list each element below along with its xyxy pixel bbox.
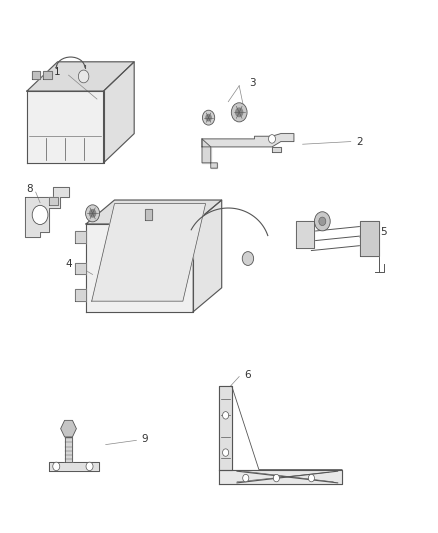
Polygon shape: [145, 209, 152, 220]
Circle shape: [273, 474, 279, 482]
Text: 9: 9: [141, 434, 148, 445]
Circle shape: [32, 205, 48, 224]
Polygon shape: [86, 200, 221, 224]
Text: 3: 3: [122, 211, 128, 221]
Text: 4: 4: [65, 259, 72, 269]
Polygon shape: [359, 221, 378, 256]
Circle shape: [307, 474, 314, 482]
Text: 6: 6: [244, 370, 251, 381]
Polygon shape: [25, 187, 68, 237]
Circle shape: [242, 252, 253, 265]
Polygon shape: [75, 289, 86, 301]
Circle shape: [86, 462, 93, 471]
Circle shape: [53, 462, 60, 471]
Polygon shape: [219, 470, 341, 484]
Polygon shape: [49, 462, 99, 471]
Circle shape: [222, 449, 228, 456]
Polygon shape: [49, 197, 57, 205]
Polygon shape: [27, 62, 134, 91]
Polygon shape: [86, 224, 193, 312]
Polygon shape: [43, 71, 52, 79]
Polygon shape: [75, 263, 86, 274]
Polygon shape: [219, 386, 231, 470]
Polygon shape: [103, 62, 134, 163]
Polygon shape: [32, 71, 40, 79]
Circle shape: [85, 205, 99, 222]
Text: 1: 1: [54, 68, 61, 77]
Circle shape: [242, 474, 248, 482]
Circle shape: [268, 135, 275, 143]
Circle shape: [318, 217, 325, 225]
Polygon shape: [64, 437, 72, 462]
Circle shape: [78, 70, 88, 83]
Text: 2: 2: [355, 136, 362, 147]
Polygon shape: [272, 147, 280, 152]
Polygon shape: [75, 231, 86, 243]
Circle shape: [222, 411, 228, 419]
Polygon shape: [92, 204, 205, 301]
Circle shape: [202, 110, 214, 125]
Circle shape: [235, 108, 242, 117]
Polygon shape: [201, 139, 217, 168]
Polygon shape: [193, 200, 221, 312]
Circle shape: [205, 115, 211, 121]
Circle shape: [231, 103, 247, 122]
Circle shape: [89, 209, 95, 217]
Text: 5: 5: [379, 227, 386, 237]
Polygon shape: [295, 221, 313, 248]
Circle shape: [314, 212, 329, 231]
Polygon shape: [27, 91, 103, 163]
Polygon shape: [201, 134, 293, 147]
Text: 8: 8: [26, 184, 32, 195]
Text: 3: 3: [248, 78, 255, 88]
